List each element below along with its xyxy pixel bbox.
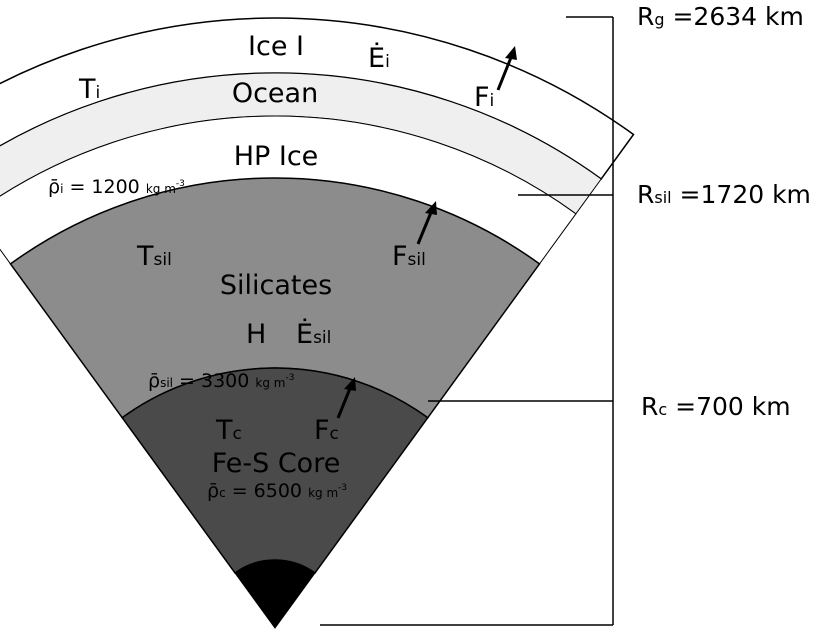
inner-core-layer <box>234 559 316 629</box>
silicate-temperature-symbol: Tsil <box>136 241 172 272</box>
ice-i-label: Ice I <box>248 31 304 62</box>
ice-heat-flux-symbol: Fi <box>474 82 494 113</box>
core-heat-flux-arrow <box>336 377 356 419</box>
core-density-label: ρ̄c = 6500 kg m-3 <box>207 480 347 502</box>
hp-ice-label: HP Ice <box>234 141 319 172</box>
core-radius-label: Rc =700 km <box>641 392 791 421</box>
ice-dissipation-symbol: Ėi <box>368 42 390 74</box>
silicate-dissipation-symbol: Ėsil <box>296 318 331 350</box>
silicate-density-label: ρ̄sil = 3300 kg m-3 <box>148 370 294 392</box>
ice-temperature-symbol: Ti <box>78 74 100 105</box>
silicate-heat-flux-arrow <box>416 201 437 245</box>
radius-bracket <box>320 16 614 626</box>
silicate-radius-label: Rsil =1720 km <box>637 180 811 209</box>
silicates-label: Silicates <box>220 270 332 301</box>
ice-heat-flux-arrow <box>496 46 517 91</box>
core-temperature-symbol: Tc <box>215 415 242 446</box>
ganymede-radius-label: Rg =2634 km <box>637 2 804 31</box>
core-heat-flux-symbol: Fc <box>314 415 339 446</box>
ice-density-label: ρ̄i = 1200 kg m-3 <box>48 176 185 198</box>
ocean-label: Ocean <box>232 78 318 109</box>
radiogenic-heating-symbol: H <box>246 319 266 350</box>
core-label: Fe-S Core <box>212 448 341 479</box>
silicate-heat-flux-symbol: Fsil <box>392 241 426 272</box>
